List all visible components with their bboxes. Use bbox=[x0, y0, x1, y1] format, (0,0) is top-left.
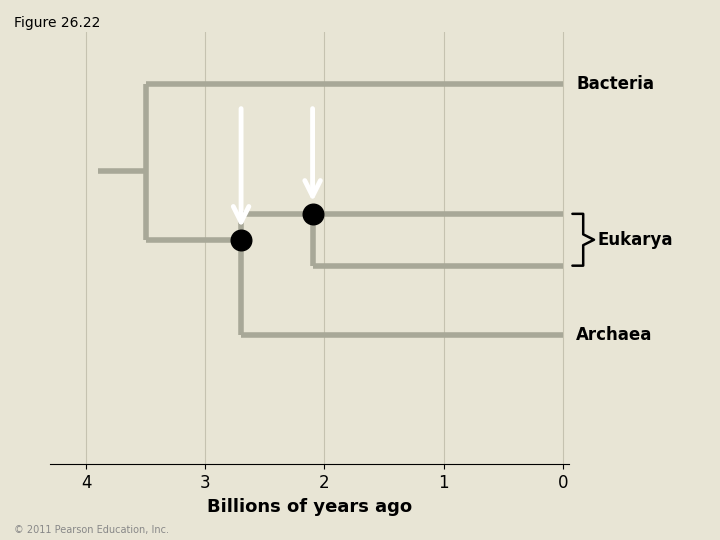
Text: Archaea: Archaea bbox=[576, 326, 652, 344]
Text: Bacteria: Bacteria bbox=[576, 75, 654, 93]
Text: Figure 26.22: Figure 26.22 bbox=[14, 16, 101, 30]
Text: © 2011 Pearson Education, Inc.: © 2011 Pearson Education, Inc. bbox=[14, 524, 169, 535]
Point bbox=[235, 235, 247, 244]
Text: Eukarya: Eukarya bbox=[598, 231, 673, 249]
X-axis label: Billions of years ago: Billions of years ago bbox=[207, 498, 412, 516]
Point bbox=[307, 210, 318, 218]
